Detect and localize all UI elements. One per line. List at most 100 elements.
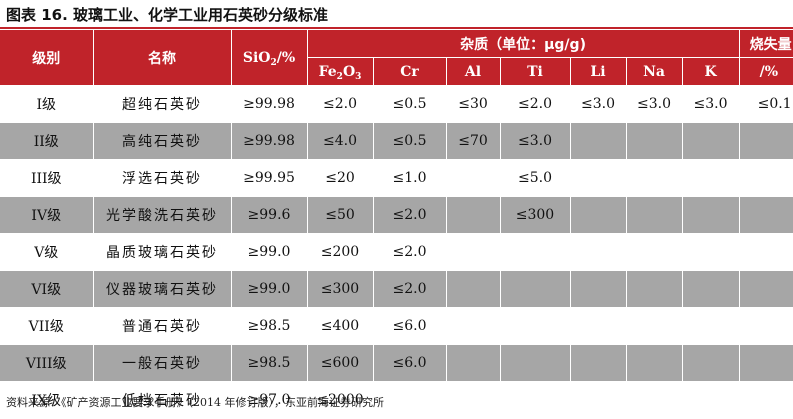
cell-k (682, 122, 740, 160)
header-row-bottom: Fe2O3 Cr Al Ti Li Na K /% (0, 57, 793, 86)
cell-cr: ≤1.0 (373, 159, 447, 197)
cell-al: ≤30 (446, 85, 501, 123)
cell-k (682, 344, 740, 382)
cell-cr: ≤0.5 (373, 122, 447, 160)
cell-cr: ≤2.0 (373, 233, 447, 271)
header-sio2-main: SiO (242, 49, 271, 66)
cell-loss (739, 122, 793, 160)
cell-ti (500, 344, 571, 382)
cell-loss (739, 381, 793, 419)
header-loss: 烧失量 (739, 30, 793, 58)
cell-sio2: ≥99.6 (231, 196, 308, 234)
cell-grade: I级 (0, 85, 94, 123)
header-al: Al (446, 57, 501, 86)
cell-name: 超纯石英砂 (93, 85, 232, 123)
table-row: VIII级 一般石英砂 ≥98.5 ≤600 ≤6.0 (0, 344, 793, 382)
header-grade: 级别 (0, 30, 94, 86)
cell-fe2o3: ≤400 (307, 307, 374, 345)
cell-na (626, 233, 683, 271)
cell-cr: ≤6.0 (373, 344, 447, 382)
cell-loss: ≤0.1 (739, 85, 793, 123)
cell-sio2: ≥98.5 (231, 344, 308, 382)
cell-na (626, 307, 683, 345)
cell-grade: III级 (0, 159, 94, 197)
cell-li (570, 196, 627, 234)
cell-grade: VII级 (0, 307, 94, 345)
caption-rule (0, 27, 793, 29)
cell-sio2: ≥99.98 (231, 85, 308, 123)
source-footnote: 资料来源：《矿产资源工业要求手册》（2014 年修订版），东亚前海证券研究所 (6, 396, 384, 409)
figure-caption: 图表 16. 玻璃工业、化学工业用石英砂分级标准 (6, 6, 329, 24)
header-sio2: SiO2/% (231, 30, 308, 86)
table-row: VI级 仪器玻璃石英砂 ≥99.0 ≤300 ≤2.0 (0, 270, 793, 308)
cell-loss (739, 270, 793, 308)
cell-na (626, 159, 683, 197)
cell-ti (500, 307, 571, 345)
cell-li (570, 270, 627, 308)
cell-k: ≤3.0 (682, 85, 740, 123)
header-sio2-sub: 2 (270, 57, 277, 68)
cell-al (446, 196, 501, 234)
cell-li: ≤3.0 (570, 85, 627, 123)
cell-fe2o3: ≤20 (307, 159, 374, 197)
cell-ti (500, 381, 571, 419)
cell-sio2: ≥99.95 (231, 159, 308, 197)
cell-sio2: ≥99.98 (231, 122, 308, 160)
cell-fe2o3: ≤200 (307, 233, 374, 271)
cell-sio2: ≥98.5 (231, 307, 308, 345)
header-li: Li (570, 57, 627, 86)
cell-na (626, 344, 683, 382)
cell-ti: ≤300 (500, 196, 571, 234)
cell-li (570, 307, 627, 345)
cell-fe2o3: ≤2.0 (307, 85, 374, 123)
cell-al (446, 270, 501, 308)
table-row: VII级 普通石英砂 ≥98.5 ≤400 ≤6.0 (0, 307, 793, 345)
cell-fe2o3: ≤300 (307, 270, 374, 308)
cell-grade: VIII级 (0, 344, 94, 382)
cell-k (682, 196, 740, 234)
header-na: Na (626, 57, 683, 86)
cell-na (626, 196, 683, 234)
cell-li (570, 233, 627, 271)
cell-na (626, 381, 683, 419)
cell-al (446, 344, 501, 382)
table-row: IV级 光学酸洗石英砂 ≥99.6 ≤50 ≤2.0 ≤300 (0, 196, 793, 234)
header-fe-mid: O (342, 63, 356, 80)
cell-sio2: ≥99.0 (231, 270, 308, 308)
header-impurities: 杂质（单位：μg/g) (307, 30, 740, 58)
cell-k (682, 233, 740, 271)
cell-li (570, 344, 627, 382)
cell-ti: ≤3.0 (500, 122, 571, 160)
cell-loss (739, 307, 793, 345)
cell-al: ≤70 (446, 122, 501, 160)
cell-name: 低档石英砂 (93, 381, 232, 419)
cell-al (446, 381, 501, 419)
table-row: II级 高纯石英砂 ≥99.98 ≤4.0 ≤0.5 ≤70 ≤3.0 (0, 122, 793, 160)
cell-li (570, 122, 627, 160)
cell-k (682, 307, 740, 345)
cell-al (446, 159, 501, 197)
cell-cr: ≤6.0 (373, 307, 447, 345)
cell-sio2: ≥99.0 (231, 233, 308, 271)
cell-name: 晶质玻璃石英砂 (93, 233, 232, 271)
cell-ti (500, 270, 571, 308)
quartz-sand-grading-table: 级别 名称 SiO2/% 杂质（单位：μg/g) 烧失量 Fe2O3 Cr Al… (0, 30, 793, 419)
cell-fe2o3: ≤4.0 (307, 122, 374, 160)
cell-li (570, 381, 627, 419)
table-row: I级 超纯石英砂 ≥99.98 ≤2.0 ≤0.5 ≤30 ≤2.0 ≤3.0 … (0, 85, 793, 123)
cell-cr: ≤0.5 (373, 85, 447, 123)
cell-na: ≤3.0 (626, 85, 683, 123)
cell-loss (739, 344, 793, 382)
cell-name: 高纯石英砂 (93, 122, 232, 160)
cell-name: 一般石英砂 (93, 344, 232, 382)
cell-grade: V级 (0, 233, 94, 271)
header-cr: Cr (373, 57, 447, 86)
cell-name: 普通石英砂 (93, 307, 232, 345)
cell-name: 仪器玻璃石英砂 (93, 270, 232, 308)
cell-fe2o3: ≤2000 (307, 381, 374, 419)
cell-ti (500, 233, 571, 271)
table-row: V级 晶质玻璃石英砂 ≥99.0 ≤200 ≤2.0 (0, 233, 793, 271)
header-name: 名称 (93, 30, 232, 86)
cell-loss (739, 233, 793, 271)
cell-name: 浮选石英砂 (93, 159, 232, 197)
